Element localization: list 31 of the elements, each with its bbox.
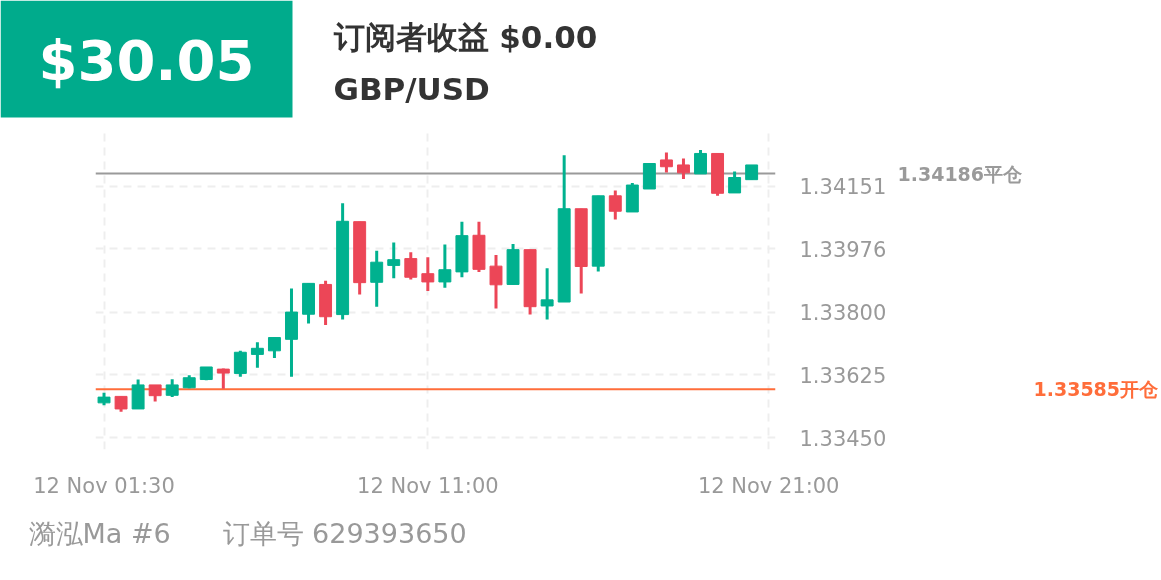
ref-line-label: 1.33585开仓	[1033, 378, 1160, 401]
candlestick	[608, 190, 622, 220]
candlestick	[694, 149, 707, 175]
candlestick	[216, 368, 230, 389]
ref-line-label: 1.34186平仓	[897, 162, 1024, 185]
x-tick-label: 12 Nov 01:30	[33, 473, 175, 498]
candlestick	[387, 242, 401, 279]
candlestick	[421, 257, 435, 291]
text: $30.05	[38, 28, 255, 93]
x-tick-label: 12 Nov 11:00	[357, 473, 499, 498]
y-tick-label: 1.33625	[799, 363, 887, 388]
candlestick	[677, 158, 690, 179]
chart-title: 订阅者收益 $0.00	[332, 18, 598, 55]
text: 订单号 629393650	[222, 518, 467, 549]
candlestick	[728, 171, 742, 194]
chart-subtitle: GBP/USD	[333, 70, 490, 107]
y-tick-label: 1.34151	[799, 175, 887, 200]
y-tick-label: 1.33450	[799, 426, 887, 451]
y-tick-label: 1.33976	[799, 237, 887, 262]
candlestick	[659, 152, 673, 173]
candlestick	[540, 268, 554, 320]
candlestick	[404, 252, 418, 280]
y-tick-label: 1.33800	[799, 301, 887, 326]
candlestick	[370, 250, 384, 307]
text: 漪泓Ma #6	[28, 518, 171, 549]
candlestick	[233, 349, 247, 377]
candlestick	[489, 255, 503, 309]
candlestick	[438, 244, 452, 288]
candlestick	[267, 337, 281, 358]
x-tick-label: 12 Nov 21:00	[697, 473, 840, 498]
candlestick	[250, 342, 264, 368]
